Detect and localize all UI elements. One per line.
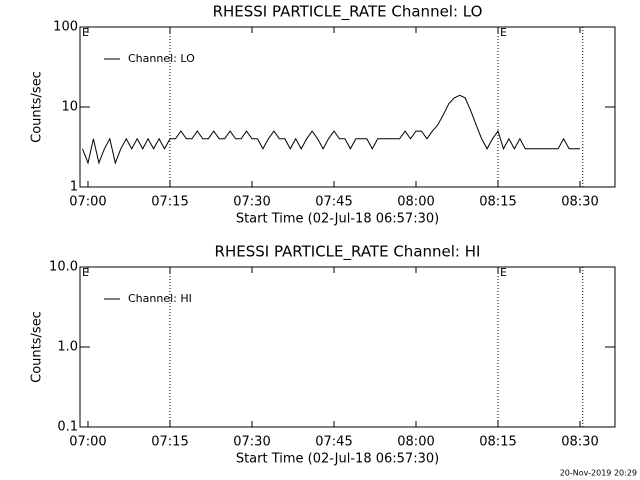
footer: 20-Nov-2019 20:29	[560, 469, 637, 478]
legend-label: Channel: HI	[128, 292, 192, 305]
annotation: E	[82, 26, 89, 39]
x-tick-label: 07:00	[69, 435, 106, 450]
x-tick-label: 07:45	[315, 435, 352, 450]
x-tick-label: 07:45	[315, 195, 352, 210]
y-tick-label: 1.0	[57, 340, 78, 355]
y-tick-label: 10	[61, 100, 78, 115]
x-tick-label: 07:15	[151, 435, 188, 450]
annotation: E	[500, 26, 507, 39]
x-tick-label: 08:00	[397, 195, 434, 210]
annotation: E	[82, 266, 89, 279]
x-tick-label: 08:30	[561, 195, 598, 210]
x-tick-label: 08:00	[397, 435, 434, 450]
x-tick-label: 08:15	[479, 195, 516, 210]
x-tick-label: 07:15	[151, 195, 188, 210]
x-tick-label: 07:30	[233, 195, 270, 210]
y-tick-label: 0.1	[57, 420, 78, 435]
y-axis-label: Counts/sec	[30, 71, 45, 143]
x-axis-label: Start Time (02-Jul-18 06:57:30)	[236, 212, 439, 227]
x-tick-label: 07:30	[233, 435, 270, 450]
annotation: E	[500, 266, 507, 279]
chart-title: RHESSI PARTICLE_RATE Channel: HI	[215, 243, 481, 262]
x-axis-label: Start Time (02-Jul-18 06:57:30)	[236, 452, 439, 467]
y-axis-label: Counts/sec	[30, 311, 45, 383]
x-tick-label: 08:30	[561, 435, 598, 450]
legend-label: Channel: LO	[128, 52, 195, 65]
x-tick-label: 08:15	[479, 435, 516, 450]
data-line	[82, 94, 580, 165]
y-tick-label: 100	[53, 20, 78, 35]
x-tick-label: 07:00	[69, 195, 106, 210]
y-tick-label: 1	[70, 180, 78, 195]
y-tick-label: 10.0	[49, 260, 78, 275]
chart-title: RHESSI PARTICLE_RATE Channel: LO	[213, 3, 483, 22]
